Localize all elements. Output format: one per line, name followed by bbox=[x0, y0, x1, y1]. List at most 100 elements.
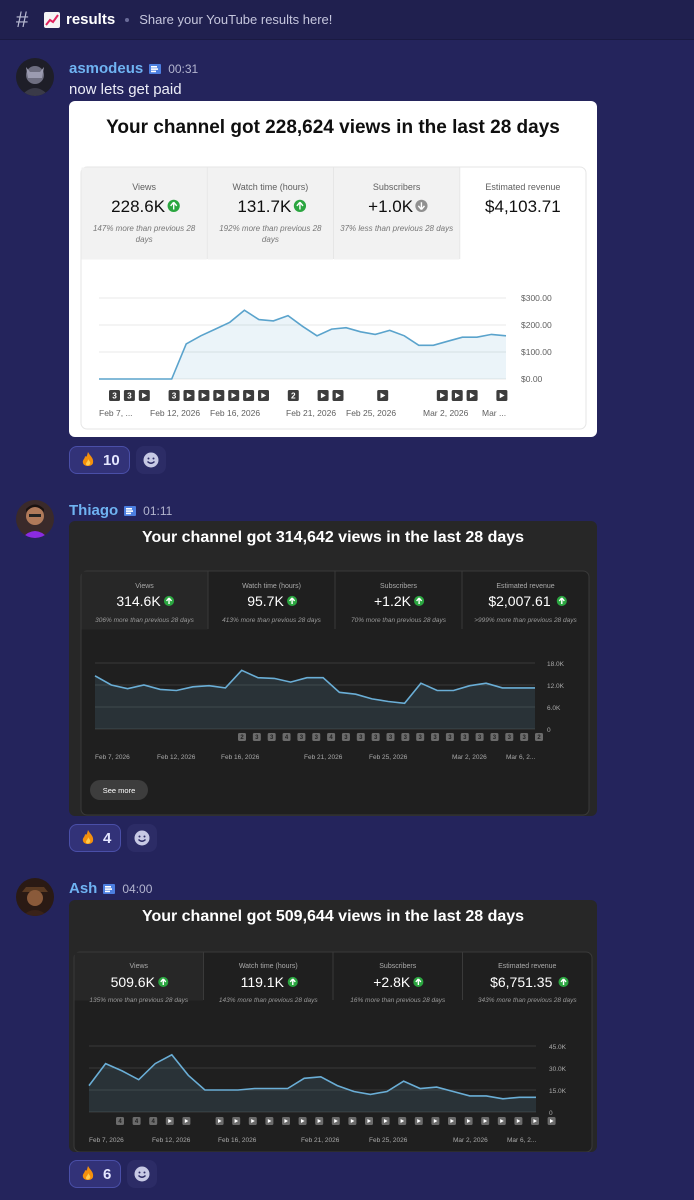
arrow-glyph bbox=[170, 201, 178, 210]
metric-label: Watch time (hours) bbox=[233, 182, 309, 192]
analytics-card[interactable]: Your channel got 314,642 views in the la… bbox=[69, 521, 597, 816]
metric-note-line: 147% more than previous 28 bbox=[93, 224, 196, 233]
video-marker bbox=[109, 390, 120, 401]
video-marker bbox=[168, 390, 180, 401]
channel-header: # results Share your YouTube results her… bbox=[0, 0, 694, 40]
play-icon bbox=[455, 392, 460, 399]
reaction-button[interactable]: 10 bbox=[69, 446, 130, 474]
y-tick-label: 30.0K bbox=[549, 1066, 567, 1073]
reaction-count: 10 bbox=[103, 451, 120, 469]
username[interactable]: asmodeus bbox=[69, 60, 144, 77]
x-tick-label: Feb 12, 2026 bbox=[157, 754, 196, 761]
metric-tab-background bbox=[81, 167, 207, 260]
y-tick-label: $300.00 bbox=[521, 293, 552, 303]
video-marker bbox=[416, 733, 425, 741]
x-tick-label: Feb 21, 2026 bbox=[286, 408, 336, 418]
metric-note-line: 16% more than previous 28 days bbox=[350, 997, 446, 1004]
video-count-label: 2 bbox=[240, 735, 244, 741]
metric-note: 147% more than previous 28 days bbox=[93, 224, 196, 244]
video-marker bbox=[535, 733, 543, 741]
series-line bbox=[88, 1053, 536, 1100]
video-marker bbox=[238, 733, 246, 741]
metric-note-line: 413% more than previous 28 days bbox=[222, 617, 321, 624]
video-count-label: 3 bbox=[389, 735, 393, 741]
avatar[interactable] bbox=[16, 878, 54, 916]
x-tick-label: Feb 21, 2026 bbox=[304, 754, 343, 761]
video-count-label: 2 bbox=[291, 392, 296, 401]
arrow-glyph bbox=[289, 978, 296, 985]
video-marker bbox=[371, 733, 380, 741]
x-tick-label: Mar 2, 2026 bbox=[453, 1137, 488, 1144]
fire-icon bbox=[82, 830, 94, 844]
metric-note: 70% more than previous 28 days bbox=[351, 617, 447, 624]
metric-label: Subscribers bbox=[379, 963, 416, 970]
play-icon bbox=[384, 1119, 388, 1123]
reaction-button[interactable]: 4 bbox=[69, 824, 122, 852]
x-tick-label: Mar ... bbox=[482, 408, 506, 418]
x-tick-label: Feb 16, 2026 bbox=[218, 1137, 257, 1144]
video-count-label: 3 bbox=[374, 735, 378, 741]
analytics-card[interactable]: Your channel got 509,644 views in the la… bbox=[69, 900, 597, 1152]
metric-note: 413% more than previous 28 days bbox=[222, 617, 321, 624]
video-marker bbox=[149, 1117, 158, 1125]
play-icon bbox=[417, 1119, 421, 1123]
x-tick-label: Feb 7, ... bbox=[99, 408, 133, 418]
play-icon bbox=[533, 1119, 537, 1123]
chart-increasing-icon bbox=[44, 11, 60, 28]
channel-name[interactable]: results bbox=[66, 11, 116, 28]
y-tick-label: 15.0K bbox=[549, 1088, 567, 1095]
smiley-icon bbox=[134, 830, 150, 846]
metric-label: Views bbox=[135, 583, 154, 590]
video-count-label: 3 bbox=[463, 735, 467, 741]
metric-label: Estimated revenue bbox=[498, 963, 556, 970]
video-count-label: 3 bbox=[508, 735, 512, 741]
metric-note-line: days bbox=[262, 235, 279, 244]
analytics-card[interactable]: Your channel got 228,624 views in the la… bbox=[69, 101, 597, 437]
see-more-label: See more bbox=[103, 786, 136, 795]
series-area bbox=[89, 1054, 536, 1112]
metric-note-line: >999% more than previous 28 days bbox=[474, 617, 577, 624]
add-reaction-button[interactable] bbox=[127, 824, 158, 852]
arrow-glyph bbox=[417, 202, 426, 211]
add-reaction-button[interactable] bbox=[135, 446, 166, 474]
video-count-label: 2 bbox=[537, 735, 541, 741]
video-count-label: 3 bbox=[478, 735, 482, 741]
avatar[interactable] bbox=[16, 58, 54, 96]
arrow-glyph bbox=[416, 597, 423, 604]
video-count-label: 3 bbox=[300, 735, 304, 741]
metric-note: 135% more than previous 28 days bbox=[89, 997, 188, 1004]
play-icon bbox=[251, 1119, 255, 1123]
analytics-card-graphic: Your channel got 314,642 views in the la… bbox=[69, 521, 597, 816]
timestamp: 01:11 bbox=[143, 503, 173, 518]
video-count-label: 3 bbox=[315, 735, 319, 741]
y-tick-label: 0 bbox=[547, 727, 551, 734]
play-icon bbox=[335, 392, 341, 399]
see-more-button[interactable] bbox=[90, 780, 148, 800]
video-marker bbox=[312, 733, 321, 741]
x-tick-label: Feb 21, 2026 bbox=[301, 1137, 340, 1144]
card-title: Your channel got 314,642 views in the la… bbox=[142, 529, 524, 546]
server-tag-icon bbox=[103, 883, 116, 894]
video-marker bbox=[116, 1117, 124, 1125]
video-count-label: 3 bbox=[522, 735, 526, 741]
username[interactable]: Thiago bbox=[69, 502, 119, 519]
video-count-label: 3 bbox=[344, 735, 348, 741]
play-icon bbox=[400, 1119, 405, 1123]
metric-value: 131.7K bbox=[237, 197, 292, 216]
video-count-label: 4 bbox=[135, 1119, 139, 1125]
metric-tab-background bbox=[207, 167, 333, 260]
x-tick-label: Feb 12, 2026 bbox=[152, 1137, 191, 1144]
video-count-label: 3 bbox=[255, 735, 259, 741]
username[interactable]: Ash bbox=[69, 880, 98, 897]
play-icon bbox=[317, 1119, 322, 1123]
play-icon bbox=[218, 1119, 222, 1123]
play-icon bbox=[499, 392, 505, 399]
metric-value: $2,007.61 bbox=[488, 593, 550, 609]
metric-value: +1.0K bbox=[368, 197, 414, 216]
avatar[interactable] bbox=[16, 500, 54, 538]
metric-note: 306% more than previous 28 days bbox=[95, 617, 194, 624]
play-icon bbox=[284, 1119, 288, 1123]
reaction-button[interactable]: 6 bbox=[69, 1160, 122, 1188]
add-reaction-button[interactable] bbox=[127, 1160, 158, 1188]
x-tick-label: Feb 7, 2026 bbox=[89, 1137, 124, 1144]
